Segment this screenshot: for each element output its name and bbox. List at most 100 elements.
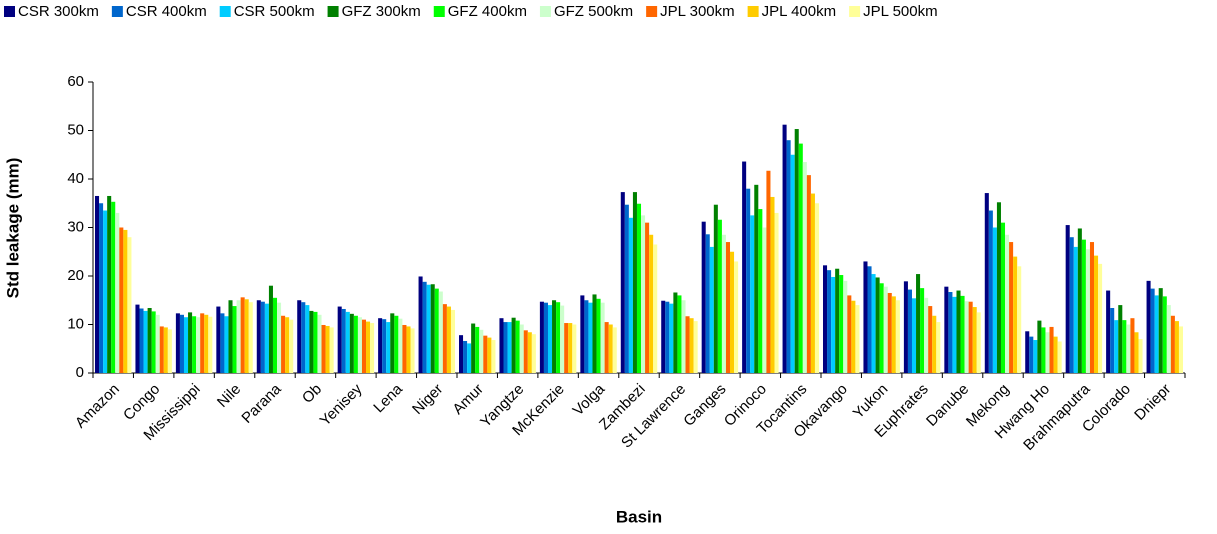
bar — [317, 314, 322, 373]
bar — [1134, 332, 1139, 373]
y-tick-label: 10 — [67, 315, 84, 332]
legend-label: GFZ 400km — [448, 3, 527, 20]
bar — [903, 281, 908, 373]
bar — [370, 323, 375, 373]
bar — [394, 315, 399, 373]
bar — [665, 301, 670, 373]
bar — [272, 297, 278, 373]
bar — [442, 304, 447, 373]
bar — [867, 266, 872, 373]
bar — [289, 319, 294, 373]
bar — [766, 170, 771, 373]
bar — [463, 340, 468, 373]
bar — [256, 300, 261, 373]
legend-swatch — [433, 6, 445, 17]
bar — [99, 203, 104, 373]
bar — [402, 324, 407, 373]
bar — [851, 300, 856, 373]
bar — [992, 227, 997, 373]
x-tick-label: Dniepr — [1131, 381, 1174, 424]
bar — [361, 319, 367, 373]
bar — [479, 329, 484, 373]
bar — [1045, 332, 1050, 373]
bar — [281, 315, 286, 373]
legend-swatch — [327, 6, 339, 17]
bar — [677, 295, 682, 373]
bar — [1025, 331, 1030, 373]
bar — [378, 318, 383, 373]
bar — [847, 295, 852, 373]
bar — [730, 251, 735, 373]
bar — [345, 311, 350, 373]
bar — [895, 300, 900, 373]
bar — [268, 285, 273, 373]
bar — [337, 306, 342, 373]
bar — [798, 143, 803, 373]
bar — [1077, 228, 1082, 373]
bar — [467, 343, 472, 373]
bar — [673, 292, 678, 373]
bar — [810, 193, 815, 373]
bar — [260, 301, 265, 373]
bar — [669, 303, 674, 373]
bar — [244, 299, 249, 373]
bar — [717, 219, 722, 373]
bar — [814, 203, 819, 373]
bar — [887, 292, 892, 373]
y-tick-label: 20 — [67, 267, 84, 284]
bar — [503, 322, 508, 373]
bar — [984, 193, 989, 373]
bar — [135, 304, 140, 373]
bar — [386, 322, 391, 373]
bar — [539, 301, 544, 373]
bar — [1049, 326, 1054, 373]
bar — [1158, 288, 1163, 373]
bar — [552, 300, 557, 373]
legend-swatch — [4, 6, 15, 17]
bar — [875, 277, 880, 373]
bar — [183, 317, 189, 373]
bar — [721, 234, 726, 373]
bar — [240, 297, 245, 373]
bar — [1162, 296, 1167, 373]
bar — [147, 308, 152, 373]
bar — [632, 192, 637, 373]
bar — [1013, 256, 1018, 373]
bar — [446, 306, 451, 373]
bar — [1154, 295, 1159, 373]
bar — [693, 321, 698, 373]
bar — [649, 234, 654, 373]
bar — [511, 317, 516, 373]
bar — [196, 317, 201, 373]
bar — [972, 307, 977, 373]
bar — [750, 215, 755, 373]
bar — [398, 318, 403, 373]
bar — [175, 313, 180, 373]
bar — [790, 154, 795, 373]
bar — [689, 318, 694, 373]
bar — [430, 284, 435, 373]
bar — [1041, 327, 1046, 373]
bar — [806, 175, 811, 373]
bar — [224, 316, 229, 373]
bar — [802, 162, 807, 373]
bar — [1098, 263, 1103, 373]
bar — [1166, 305, 1171, 373]
bar — [891, 296, 896, 373]
bar — [1037, 320, 1042, 373]
bar — [179, 314, 184, 373]
bar — [438, 291, 443, 373]
bar — [163, 327, 168, 373]
bar — [1005, 234, 1010, 373]
bar — [499, 318, 504, 373]
bar — [968, 301, 973, 373]
bar — [159, 326, 164, 373]
bar — [204, 314, 209, 373]
bar — [911, 298, 917, 373]
bar — [855, 305, 860, 373]
legend-label: GFZ 300km — [342, 3, 421, 20]
bar — [1065, 225, 1070, 373]
bar — [754, 184, 759, 373]
bar — [285, 317, 290, 373]
x-tick-label: Yenisey — [317, 380, 366, 429]
